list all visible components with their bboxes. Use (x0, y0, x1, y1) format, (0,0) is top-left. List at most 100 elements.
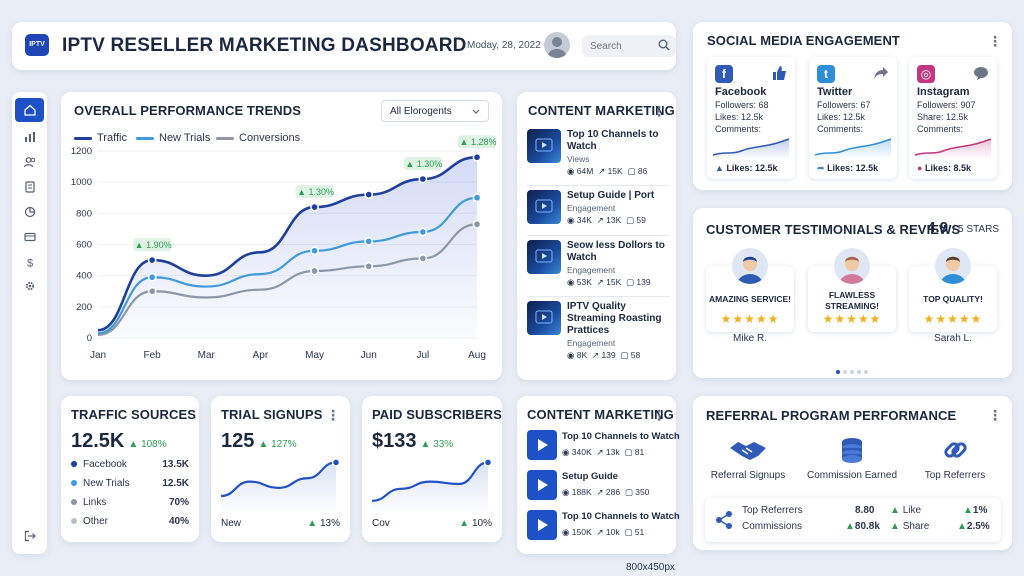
content-item-title[interactable]: Setup Guide | Port (567, 190, 655, 201)
performance-filter-select[interactable]: All Elorogents (381, 100, 489, 122)
top-referrers[interactable]: Top Referrers (905, 436, 1005, 481)
data-point[interactable] (418, 254, 428, 263)
commission-earned[interactable]: Commission Earned (802, 436, 902, 481)
sidebar-item-home[interactable] (15, 98, 44, 122)
views-count: 34K (576, 215, 592, 225)
legend-dot (71, 518, 77, 524)
paid-foot-right: 10% (471, 518, 492, 529)
data-point[interactable] (418, 174, 428, 184)
share-icon: ↗ (596, 215, 604, 225)
sidebar-item-settings[interactable] (12, 274, 47, 298)
search-input[interactable] (582, 35, 676, 57)
reviewer-name: Sarah L. (934, 333, 972, 344)
page-title: IPTV RESELLER MARKETING DASHBOARD (62, 35, 467, 56)
content-item[interactable]: IPTV Quality Streaming Roasting Prattice… (527, 301, 670, 361)
coins-icon (842, 438, 862, 463)
referral-card: REFERRAL PROGRAM PERFORMANCE ⋮ Referral … (693, 396, 1012, 550)
y-tick-label: 600 (76, 240, 92, 251)
star-rating: ★★★★★ (822, 312, 882, 326)
video-metrics: ◉ 188K ↗ 286 ▢ 350 (562, 487, 649, 498)
sidebar-item-users[interactable] (12, 150, 47, 174)
data-point[interactable] (310, 202, 319, 212)
data-point[interactable] (310, 246, 319, 256)
twitter-logo-icon: t (817, 65, 835, 83)
search-icon[interactable] (658, 39, 670, 51)
play-button[interactable] (527, 470, 557, 500)
paid-value: $133 ▲ 33% (372, 430, 454, 452)
performance-line-chart: 0 200 400 600 800 1000 1200 Jan Feb Mar Apr May Jun J… (71, 135, 497, 361)
share-icon[interactable] (873, 65, 889, 86)
star-rating: ★★★★★ (720, 312, 780, 326)
sidebar-item-logout[interactable] (12, 524, 47, 548)
social-sparkline (914, 137, 992, 164)
sidebar-item-analytics[interactable] (12, 125, 47, 149)
comments-count: 86 (637, 166, 648, 176)
traffic-row-value: 70% (168, 497, 189, 508)
play-button[interactable] (527, 430, 557, 460)
document-icon (24, 181, 35, 193)
content-item-title[interactable]: IPTV Quality Streaming Roasting Prattice… (567, 301, 662, 336)
user-avatar[interactable] (544, 32, 570, 58)
views-count: 150K (571, 527, 592, 537)
sidebar-item-billing[interactable] (12, 225, 47, 249)
video-thumbnail (527, 301, 561, 335)
data-point[interactable] (364, 190, 374, 199)
shares-count: 15K (607, 166, 623, 176)
comment-icon[interactable] (973, 65, 989, 86)
traffic-value: 12.5K ▲ 108% (71, 430, 167, 452)
video-title: Top 10 Channels to Watch (562, 431, 680, 442)
referral-signups[interactable]: Referral Signups (698, 436, 798, 481)
data-point[interactable] (364, 261, 374, 271)
social-footer-value: Likes: 8.5k (924, 163, 971, 173)
referral-menu-icon[interactable]: ⋮ (988, 407, 1002, 423)
video-item[interactable]: Setup Guide ◉ 188K ↗ 286 ▢ 350 (527, 470, 672, 502)
data-point[interactable] (472, 219, 482, 229)
star-rating: ★★★★★ (923, 312, 983, 326)
social-card-instagram[interactable]: ◎ Instagram Followers: 907 Share: 12.5k Comm… (909, 57, 997, 179)
gear-icon (25, 281, 34, 291)
data-point[interactable] (472, 152, 482, 162)
social-stat-line: Followers: 68 (715, 100, 769, 110)
data-point[interactable] (147, 286, 157, 296)
video-item[interactable]: Top 10 Channels to Watch ◉ 340K ↗ 13k ▢ 8… (527, 430, 680, 462)
data-point[interactable] (472, 193, 482, 203)
referral-stats: Top Referrers 8.80 ▲ Like ▲1% Commission… (705, 498, 1001, 542)
comments-count: 59 (636, 215, 646, 225)
social-card-twitter[interactable]: t Twitter Followers: 67 Likes: 12.5k Comment… (809, 57, 897, 179)
sidebar-item-reports[interactable] (12, 200, 47, 224)
content-item-title[interactable]: Top 10 Channels to Watch (567, 129, 659, 152)
content-item-title[interactable]: Seow less Dollors to Watch (567, 240, 665, 263)
data-point[interactable] (418, 227, 428, 237)
data-point[interactable] (147, 255, 157, 265)
comments-count: 139 (636, 277, 651, 287)
performance-title: OVERALL PERFORMANCE TRENDS (74, 103, 301, 118)
social-sparkline (814, 137, 892, 164)
sidebar-item-documents[interactable] (12, 175, 47, 199)
footer-icon: ● (917, 163, 923, 173)
testimonial-card[interactable]: TOP QUALITY! ★★★★★ (909, 266, 997, 332)
content-videos-title: CONTENT MARKETING (527, 407, 674, 422)
thumbs-up-icon[interactable] (771, 65, 787, 86)
carousel-dots[interactable] (835, 362, 871, 380)
social-card-facebook[interactable]: f Facebook Followers: 68 Likes: 12.5k Commen… (707, 57, 795, 179)
data-point[interactable] (310, 266, 319, 276)
annotation-label: ▲ 1.28% (460, 137, 497, 147)
sidebar-item-revenue[interactable]: $ (12, 250, 47, 274)
play-button[interactable] (527, 510, 557, 540)
content-item[interactable]: Seow less Dollors to Watch Engagement ◉ 53… (527, 240, 670, 300)
content-item[interactable]: Setup Guide | Port Engagement ◉ 34K ↗ 13K … (527, 190, 670, 250)
trials-menu-icon[interactable]: ⋮ (326, 407, 340, 423)
data-point[interactable] (364, 237, 374, 246)
shares-count: 13k (605, 447, 620, 457)
content-item[interactable]: Top 10 Channels to Watch Views ◉ 64M ↗ 15K… (527, 129, 670, 189)
play-icon (535, 310, 553, 324)
shares-count: 15K (606, 277, 622, 287)
data-point[interactable] (147, 272, 157, 282)
content-marketing-menu-icon[interactable]: ⋮ (652, 103, 666, 119)
content-videos-menu-icon[interactable]: ⋮ (652, 407, 666, 423)
video-item[interactable]: Top 10 Channels to Watch ◉ 150K ↗ 10k ▢ 5… (527, 510, 680, 542)
x-tick-label: Mar (198, 350, 216, 361)
content-marketing-videos-card: CONTENT MARKETING ⋮ Top 10 Channels to W… (517, 396, 680, 554)
social-media-menu-icon[interactable]: ⋮ (988, 33, 1002, 49)
social-media-title: SOCIAL MEDIA ENGAGEMENT (707, 33, 900, 48)
